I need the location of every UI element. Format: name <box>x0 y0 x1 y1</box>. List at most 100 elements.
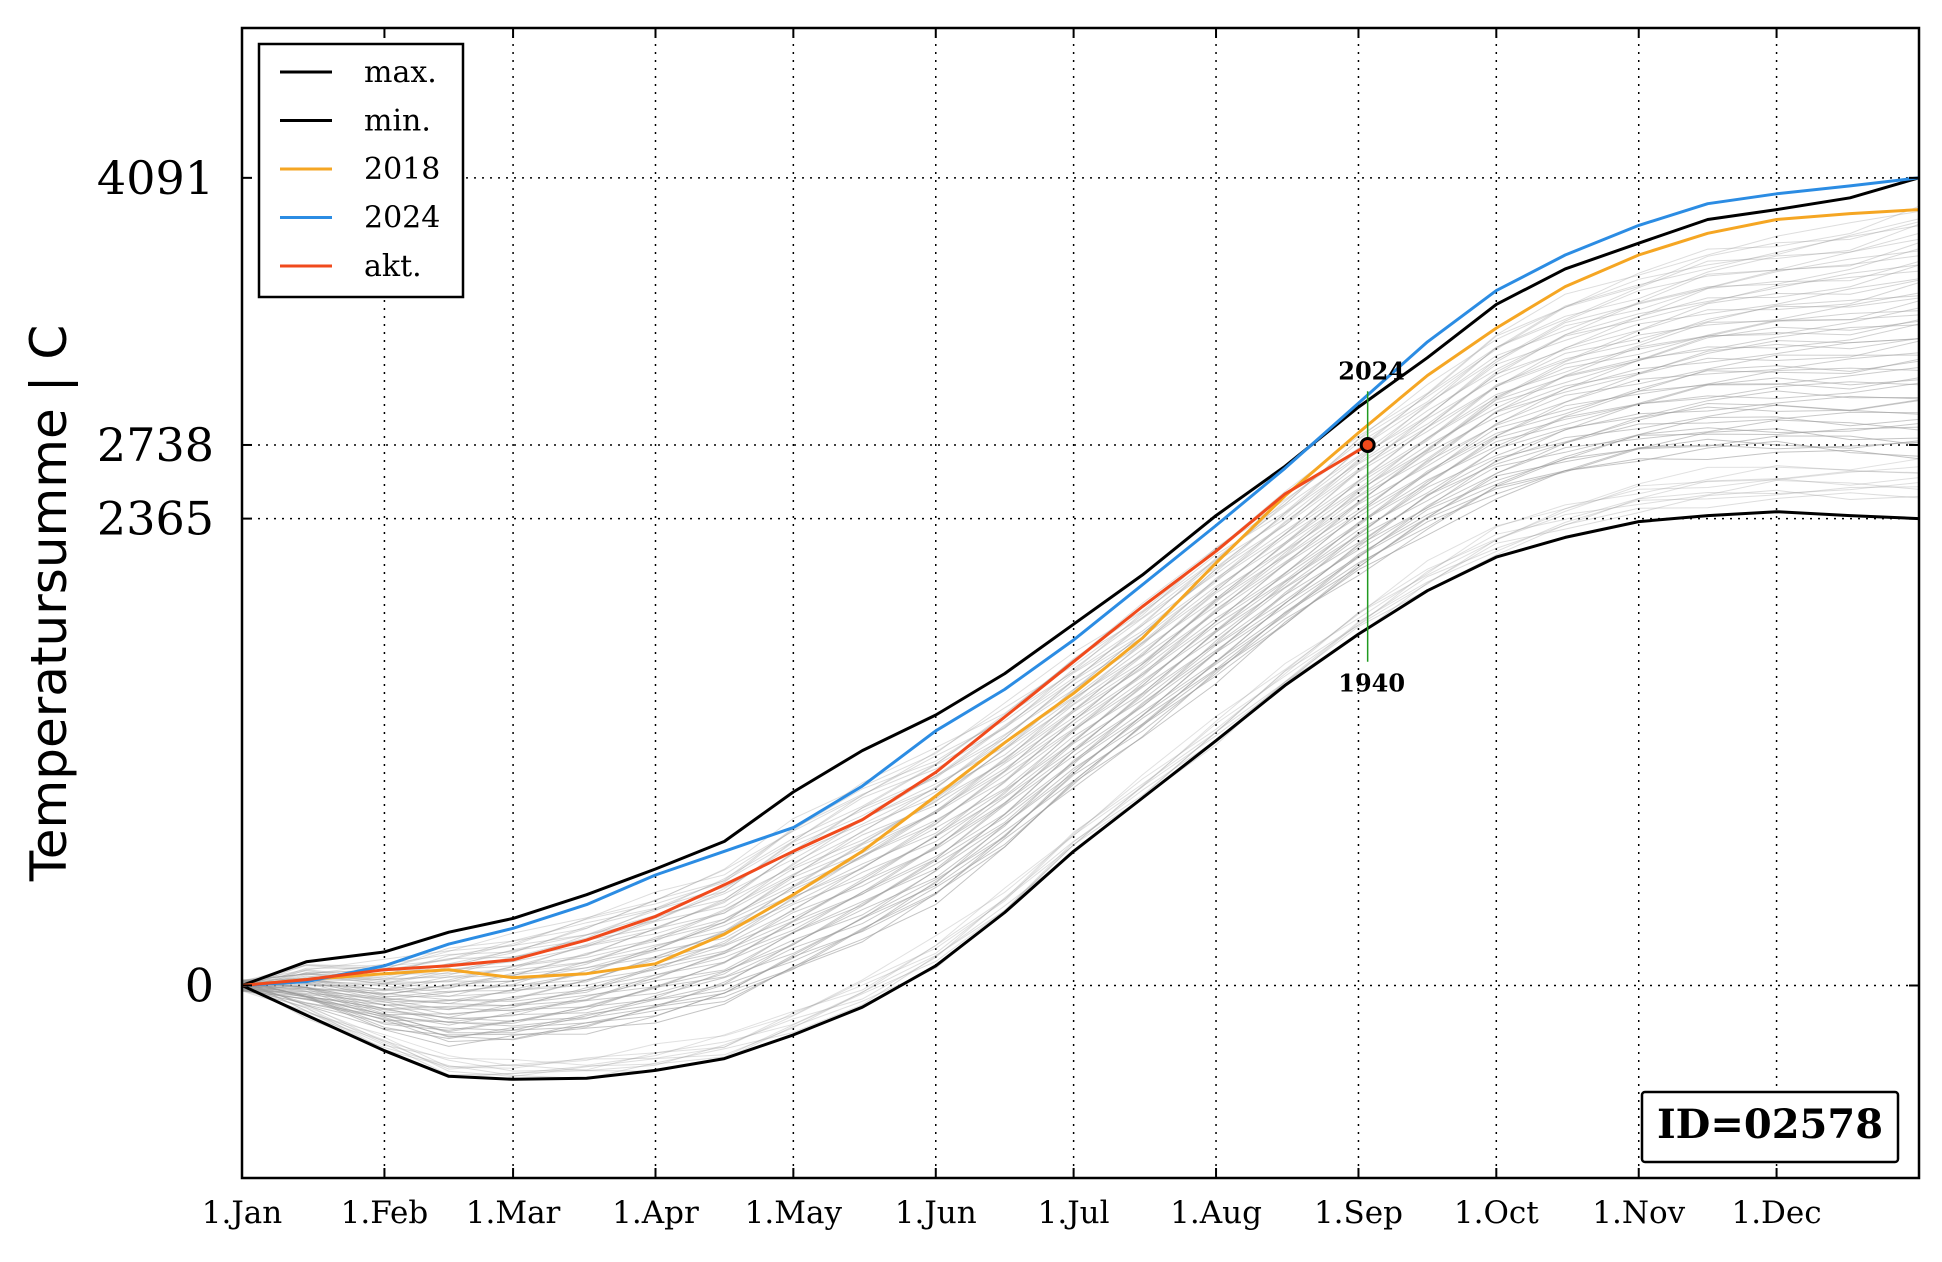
historical-year-line <box>242 337 1919 998</box>
historical-year-line <box>242 314 1919 996</box>
historical-year-line <box>242 225 1919 984</box>
historical-year-line <box>242 270 1919 985</box>
historical-year-line <box>242 223 1919 990</box>
legend-label: max. <box>364 55 437 90</box>
historical-year-line <box>242 310 1919 995</box>
historical-year-line <box>242 458 1919 1067</box>
current-value-marker <box>1359 436 1376 453</box>
historical-year-line <box>242 440 1919 1036</box>
x-tick-label: 1.May <box>745 1195 843 1231</box>
series-line-2018 <box>242 208 1919 987</box>
series-line-min <box>242 510 1919 1081</box>
range-marker-top-label: 2024 <box>1338 356 1405 385</box>
x-tick-label: 1.Feb <box>341 1195 429 1231</box>
legend-label: 2018 <box>364 152 440 187</box>
historical-year-line <box>242 218 1919 989</box>
historical-year-line <box>242 449 1919 1047</box>
historical-year-line <box>242 255 1919 981</box>
id-box: ID=02578 <box>1640 1090 1900 1164</box>
historical-year-line <box>242 352 1919 1011</box>
plot-frame <box>240 26 1921 1180</box>
historical-year-line <box>242 264 1919 986</box>
historical-year-line <box>242 482 1919 1078</box>
y-tick-label: 2738 <box>97 418 214 472</box>
historical-year-line <box>242 292 1919 990</box>
series-line-max <box>242 176 1919 987</box>
historical-year-line <box>242 377 1919 1010</box>
historical-year-line <box>242 248 1919 992</box>
historical-year-line <box>242 278 1919 988</box>
y-tick-label: 0 <box>185 959 214 1013</box>
historical-year-line <box>242 210 1919 982</box>
historical-year-line <box>242 354 1919 1006</box>
legend-label: 2024 <box>364 201 440 236</box>
historical-year-line <box>242 324 1919 997</box>
historical-year-line <box>242 250 1919 983</box>
x-tick-label: 1.Oct <box>1454 1195 1539 1231</box>
x-tick-label: 1.Dec <box>1731 1195 1821 1231</box>
historical-year-line <box>242 297 1919 990</box>
historical-year-line <box>242 465 1919 1066</box>
historical-year-line <box>242 319 1919 992</box>
historical-year-line <box>242 232 1919 991</box>
historical-year-line <box>242 470 1919 1070</box>
id-box-frame <box>1640 1090 1900 1164</box>
historical-year-line <box>242 479 1919 1072</box>
historical-year-line <box>242 338 1919 1001</box>
historical-year-line <box>242 282 1919 991</box>
historical-year-line <box>242 486 1919 1076</box>
historical-year-line <box>242 367 1919 1010</box>
historical-year-line <box>242 466 1919 1069</box>
historical-year-line <box>242 279 1919 984</box>
historical-year-line <box>242 264 1919 992</box>
x-tick-label: 1.Mar <box>466 1195 561 1231</box>
historical-year-line <box>242 489 1919 1080</box>
historical-year-line <box>242 399 1919 1024</box>
historical-year-line <box>242 426 1919 1038</box>
id-box-label: ID=02578 <box>1657 1101 1883 1148</box>
historical-year-line <box>242 320 1919 996</box>
historical-year-line <box>242 441 1919 1043</box>
historical-year-line <box>242 238 1919 981</box>
historical-year-line <box>242 367 1919 1016</box>
annotations: 2024 1940 <box>1338 356 1405 697</box>
series-line-akt <box>242 443 1369 987</box>
y-tick-label: 4091 <box>97 151 214 205</box>
historical-year-line <box>242 340 1919 1001</box>
range-marker-bottom-label: 1940 <box>1338 669 1405 698</box>
x-tick-label: 1.Apr <box>612 1195 699 1231</box>
x-tick-label: 1.Jan <box>202 1195 282 1231</box>
legend: max. min. 2018 2024 akt. <box>257 42 465 299</box>
historical-year-line <box>242 435 1919 1040</box>
historical-year-line <box>242 300 1919 989</box>
x-tick-label: 1.Jun <box>895 1195 977 1231</box>
series-lines <box>242 176 1919 1081</box>
historical-year-line <box>242 323 1919 997</box>
historical-year-line <box>242 221 1919 983</box>
legend-label: akt. <box>364 249 422 284</box>
x-tick-label: 1.Aug <box>1170 1195 1262 1231</box>
historical-year-line <box>242 411 1919 1033</box>
y-tick-label: 2365 <box>97 492 214 546</box>
historical-year-line <box>242 419 1919 1031</box>
historical-year-line <box>242 295 1919 991</box>
x-tick-label: 1.Jul <box>1038 1195 1110 1231</box>
historical-year-line <box>242 377 1919 1012</box>
historical-year-line <box>242 416 1919 1027</box>
y-axis-ticks: 0 2365 2738 4091 <box>97 151 1919 1013</box>
historical-year-line <box>242 338 1919 1005</box>
historical-year-line <box>242 358 1919 1007</box>
legend-label: min. <box>364 104 431 139</box>
historical-year-line <box>242 261 1919 986</box>
x-tick-label: 1.Sep <box>1314 1195 1403 1231</box>
x-axis-ticks: 1.Jan 1.Feb 1.Mar 1.Apr 1.May 1.Jun 1.Jul 1.Aug… <box>202 28 1822 1231</box>
series-line-2024 <box>242 176 1919 987</box>
historical-year-line <box>242 477 1919 1072</box>
x-tick-label: 1.Nov <box>1592 1195 1685 1231</box>
historical-year-line <box>242 242 1919 988</box>
historical-year-line <box>242 307 1919 993</box>
legend-entries: max. min. 2018 2024 akt. <box>280 55 440 284</box>
y-axis-label: Temperatursumme | C <box>20 325 78 883</box>
historical-year-line <box>242 492 1919 1079</box>
